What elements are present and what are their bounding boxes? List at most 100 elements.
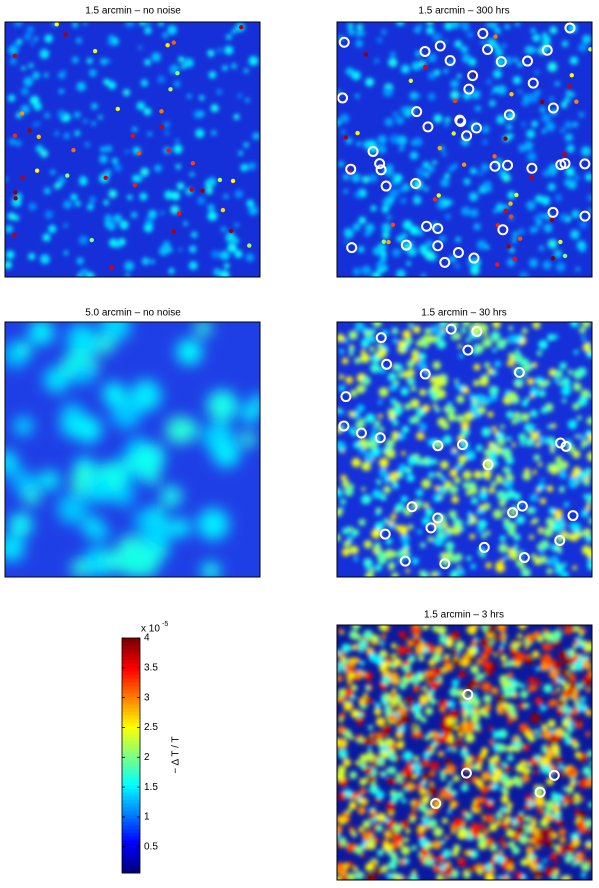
blob bbox=[558, 487, 565, 493]
source-marker bbox=[467, 70, 479, 82]
blob bbox=[36, 121, 41, 126]
blob bbox=[530, 713, 541, 724]
blob bbox=[492, 322, 501, 329]
blob bbox=[497, 695, 505, 703]
blob bbox=[396, 235, 402, 242]
blob bbox=[470, 403, 479, 412]
blob bbox=[557, 679, 563, 685]
blob bbox=[451, 631, 460, 640]
blob bbox=[406, 360, 415, 368]
blob bbox=[458, 454, 467, 464]
source bbox=[461, 162, 467, 167]
blob bbox=[563, 705, 572, 715]
blob bbox=[539, 435, 548, 445]
blob bbox=[431, 625, 439, 632]
blob bbox=[533, 869, 543, 879]
blob bbox=[382, 772, 388, 778]
blob bbox=[366, 873, 377, 880]
blob bbox=[512, 736, 518, 742]
blob bbox=[442, 521, 448, 528]
blob bbox=[558, 625, 563, 629]
blob bbox=[249, 394, 260, 411]
blob bbox=[479, 823, 485, 830]
blob bbox=[482, 660, 492, 670]
blob bbox=[59, 88, 64, 94]
blob bbox=[513, 411, 521, 420]
source bbox=[503, 136, 508, 141]
blob bbox=[470, 713, 480, 723]
blob bbox=[5, 450, 16, 469]
blob bbox=[212, 440, 240, 468]
blob bbox=[353, 670, 363, 680]
blob bbox=[13, 22, 23, 27]
blob bbox=[565, 167, 575, 177]
blob bbox=[388, 412, 395, 419]
blob bbox=[563, 501, 570, 508]
blob bbox=[505, 490, 514, 499]
blob bbox=[170, 205, 180, 215]
blob bbox=[441, 817, 449, 824]
blob bbox=[453, 775, 460, 782]
blob bbox=[553, 509, 563, 519]
blob bbox=[579, 470, 587, 479]
blob bbox=[160, 210, 165, 216]
blobs bbox=[5, 322, 260, 577]
blob bbox=[374, 708, 382, 716]
blob bbox=[535, 194, 543, 203]
blob bbox=[361, 461, 372, 472]
source-marker bbox=[432, 512, 444, 524]
source bbox=[89, 237, 94, 243]
blob bbox=[460, 748, 469, 758]
source bbox=[381, 239, 387, 244]
blob bbox=[363, 693, 368, 698]
blob bbox=[213, 268, 222, 277]
blob bbox=[361, 494, 371, 505]
blob bbox=[410, 385, 417, 392]
blob bbox=[579, 756, 586, 763]
blob bbox=[369, 784, 380, 795]
blob bbox=[478, 188, 484, 194]
blob bbox=[577, 396, 588, 407]
colorbar-step bbox=[122, 733, 140, 738]
map bbox=[5, 22, 260, 277]
source-marker bbox=[456, 439, 468, 451]
blob bbox=[521, 400, 529, 407]
blob bbox=[465, 450, 476, 461]
blob bbox=[470, 678, 481, 688]
blob bbox=[467, 511, 473, 517]
blob bbox=[400, 534, 410, 544]
blob bbox=[538, 529, 543, 535]
blob bbox=[586, 451, 592, 462]
blob bbox=[536, 734, 541, 739]
source-marker bbox=[471, 325, 483, 337]
source-marker bbox=[399, 555, 411, 567]
blob bbox=[470, 665, 480, 674]
blob bbox=[544, 800, 554, 810]
blob bbox=[339, 374, 344, 380]
blob bbox=[373, 734, 378, 739]
colorbar-step bbox=[122, 707, 140, 712]
source-marker bbox=[503, 109, 515, 121]
blob bbox=[460, 657, 470, 668]
blob bbox=[485, 667, 494, 676]
blob bbox=[139, 192, 148, 201]
blob bbox=[381, 222, 392, 233]
blob bbox=[341, 667, 347, 673]
blob bbox=[378, 387, 389, 398]
blob bbox=[344, 672, 350, 678]
blob bbox=[355, 39, 364, 48]
blob bbox=[487, 411, 494, 418]
blob bbox=[392, 248, 401, 257]
blob bbox=[163, 121, 171, 129]
blob bbox=[399, 146, 405, 152]
blob bbox=[233, 113, 240, 120]
blob bbox=[581, 439, 589, 447]
source-marker bbox=[410, 178, 422, 190]
blob bbox=[564, 737, 572, 746]
blob bbox=[384, 549, 395, 560]
blob bbox=[434, 645, 444, 655]
blob bbox=[500, 806, 507, 813]
blob bbox=[509, 247, 515, 253]
blob bbox=[160, 485, 182, 507]
blob bbox=[522, 471, 532, 481]
